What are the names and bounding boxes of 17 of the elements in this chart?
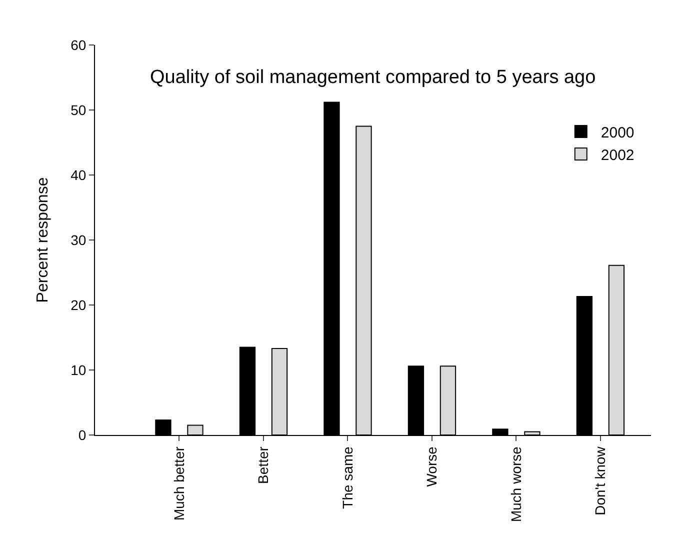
x-tick-label: Don't know (592, 446, 608, 516)
y-tick-label: 20 (70, 296, 86, 313)
y-tick-label: 50 (70, 102, 86, 118)
y-tick-label: 40 (70, 166, 86, 183)
text: Quality of soil management compared to 5 years ago (150, 67, 596, 88)
y-tick-label: 10 (70, 362, 86, 378)
x-tick-label: The same (339, 446, 356, 509)
x-tick-label: Better (255, 446, 272, 484)
y-axis-title: Percent response (34, 177, 52, 303)
y-tick-label: 30 (70, 232, 86, 248)
legend-label: 2000 (600, 124, 634, 142)
x-tick-label: Much better (170, 446, 187, 521)
y-tick-label: 60 (70, 36, 86, 53)
y-tick-label: 0 (78, 426, 86, 443)
legend-label: 2002 (600, 146, 634, 164)
x-tick-label: Worse (424, 446, 440, 487)
x-tick-label: Much worse (508, 446, 524, 522)
